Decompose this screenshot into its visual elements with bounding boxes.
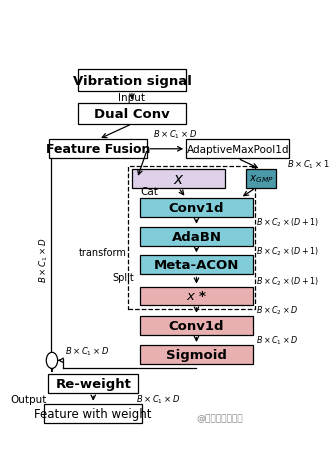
Text: $x$ *: $x$ * bbox=[186, 289, 207, 303]
Text: $B\times C_1\times D$: $B\times C_1\times D$ bbox=[136, 393, 180, 405]
Text: @哥廷根数学学派: @哥廷根数学学派 bbox=[196, 413, 243, 422]
FancyBboxPatch shape bbox=[140, 345, 253, 364]
Text: $\otimes$: $\otimes$ bbox=[46, 354, 58, 367]
Text: $B\times C_2\times(D+1)$: $B\times C_2\times(D+1)$ bbox=[256, 275, 319, 287]
Text: Sigmoid: Sigmoid bbox=[166, 348, 227, 361]
Text: Meta-ACON: Meta-ACON bbox=[154, 259, 239, 272]
Text: Re-weight: Re-weight bbox=[55, 377, 131, 390]
Text: Output: Output bbox=[10, 394, 47, 404]
Text: $B\times C_1\times D$: $B\times C_1\times D$ bbox=[65, 345, 110, 357]
Text: $B\times C_1\times D$: $B\times C_1\times D$ bbox=[38, 237, 51, 282]
Text: Feature with weight: Feature with weight bbox=[35, 407, 152, 420]
FancyBboxPatch shape bbox=[140, 316, 253, 335]
FancyBboxPatch shape bbox=[186, 140, 289, 159]
Text: Vibration signal: Vibration signal bbox=[73, 74, 191, 88]
Text: $B\times C_1\times 1$: $B\times C_1\times 1$ bbox=[287, 159, 329, 171]
Text: Dual Conv: Dual Conv bbox=[94, 108, 170, 120]
FancyBboxPatch shape bbox=[49, 140, 148, 159]
Text: $x_{GMP}$: $x_{GMP}$ bbox=[249, 173, 273, 185]
Circle shape bbox=[46, 353, 58, 369]
Text: $B\times C_2\times(D+1)$: $B\times C_2\times(D+1)$ bbox=[256, 216, 319, 228]
FancyBboxPatch shape bbox=[140, 256, 253, 275]
Text: Cat: Cat bbox=[140, 187, 158, 197]
Text: $B\times C_1\times D$: $B\times C_1\times D$ bbox=[256, 334, 298, 347]
Text: Feature Fusion: Feature Fusion bbox=[46, 143, 151, 156]
FancyBboxPatch shape bbox=[245, 170, 276, 188]
FancyBboxPatch shape bbox=[48, 375, 139, 394]
FancyBboxPatch shape bbox=[140, 287, 253, 305]
FancyBboxPatch shape bbox=[132, 170, 225, 188]
FancyBboxPatch shape bbox=[78, 70, 186, 91]
FancyBboxPatch shape bbox=[78, 103, 186, 125]
FancyBboxPatch shape bbox=[140, 227, 253, 246]
FancyBboxPatch shape bbox=[44, 404, 142, 423]
Text: $B\times C_2\times D$: $B\times C_2\times D$ bbox=[256, 304, 298, 317]
Text: AdaBN: AdaBN bbox=[171, 230, 221, 243]
Text: Conv1d: Conv1d bbox=[169, 319, 224, 332]
FancyBboxPatch shape bbox=[140, 198, 253, 218]
Text: Conv1d: Conv1d bbox=[169, 202, 224, 215]
Text: $B\times C_1\times D$: $B\times C_1\times D$ bbox=[153, 128, 197, 140]
Text: transform: transform bbox=[79, 248, 127, 258]
Text: $B\times C_2\times(D+1)$: $B\times C_2\times(D+1)$ bbox=[256, 245, 319, 257]
Text: AdaptiveMaxPool1d: AdaptiveMaxPool1d bbox=[186, 145, 289, 155]
Text: Input: Input bbox=[119, 92, 146, 102]
Text: $x$: $x$ bbox=[172, 172, 184, 187]
Text: Split: Split bbox=[113, 272, 135, 282]
